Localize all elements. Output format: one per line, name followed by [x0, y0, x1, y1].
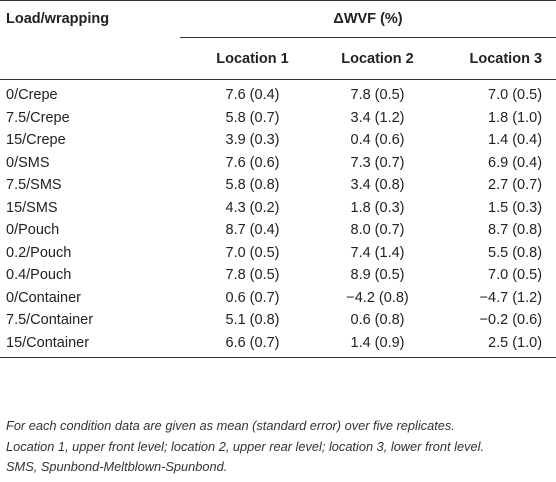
- table-row: 0/Crepe 7.6 (0.4) 7.8 (0.5) 7.0 (0.5): [0, 80, 556, 107]
- table-row: 0.2/Pouch 7.0 (0.5) 7.4 (1.4) 5.5 (0.8): [0, 242, 556, 265]
- cell-location-3: 8.7 (0.8): [488, 222, 543, 239]
- cell-location-3: 7.0 (0.5): [488, 267, 543, 284]
- location-3-header: Location 3: [430, 37, 556, 80]
- delta-wvf-header: ΔWVF (%): [180, 0, 556, 38]
- cell-location-1: 0.6 (0.7): [225, 289, 280, 306]
- cell-location-2: 8.0 (0.7): [350, 222, 405, 239]
- footnote-line: For each condition data are given as mea…: [6, 418, 455, 433]
- cell-location-2: 3.4 (1.2): [350, 109, 405, 126]
- table-row: 15/Crepe 3.9 (0.3) 0.4 (0.6) 1.4 (0.4): [0, 129, 556, 152]
- cell-location-3: 6.9 (0.4): [488, 154, 543, 171]
- cell-location-1: 6.6 (0.7): [180, 331, 305, 358]
- row-label: 0/Crepe: [6, 87, 58, 104]
- cell-location-2: 0.6 (0.8): [350, 312, 405, 329]
- header-row-locations: Location 1 Location 2 Location 3: [0, 37, 556, 80]
- row-label-header: Load/wrapping: [6, 11, 110, 28]
- table-footnote: For each condition data are given as mea…: [6, 416, 551, 478]
- header-row-group: Load/wrapping ΔWVF (%): [0, 0, 556, 38]
- table-row: 15/SMS 4.3 (0.2) 1.8 (0.3) 1.5 (0.3): [0, 197, 556, 220]
- cell-location-3: 1.5 (0.3): [488, 199, 543, 216]
- cell-location-3: −0.2 (0.6): [479, 312, 543, 329]
- table-row: 0/SMS 7.6 (0.6) 7.3 (0.7) 6.9 (0.4): [0, 152, 556, 175]
- cell-location-1: 7.0 (0.5): [225, 244, 280, 261]
- cell-location-1: 5.8 (0.8): [225, 177, 280, 194]
- row-label: 0.4/Pouch: [6, 267, 72, 284]
- row-label: 7.5/SMS: [6, 177, 62, 194]
- cell-location-2: 7.8 (0.5): [350, 87, 405, 104]
- location-1-header: Location 1: [180, 37, 305, 80]
- empty-header-cell: [0, 37, 180, 80]
- cell-location-3: 7.0 (0.5): [488, 87, 543, 104]
- table-row: 0.4/Pouch 7.8 (0.5) 8.9 (0.5) 7.0 (0.5): [0, 264, 556, 287]
- cell-location-2: 0.4 (0.6): [350, 132, 405, 149]
- table-row: 7.5/Container 5.1 (0.8) 0.6 (0.8) −0.2 (…: [0, 309, 556, 332]
- table-row: 15/Container 6.6 (0.7) 1.4 (0.9) 2.5 (1.…: [0, 331, 556, 358]
- cell-location-2: 3.4 (0.8): [350, 177, 405, 194]
- table-row: 7.5/SMS 5.8 (0.8) 3.4 (0.8) 2.7 (0.7): [0, 174, 556, 197]
- cell-location-3: 5.5 (0.8): [488, 244, 543, 261]
- cell-location-1: 5.1 (0.8): [225, 312, 280, 329]
- cell-location-2: 1.8 (0.3): [350, 199, 405, 216]
- cell-location-3: 2.7 (0.7): [488, 177, 543, 194]
- cell-location-1: 7.8 (0.5): [225, 267, 280, 284]
- row-label: 15/Crepe: [6, 132, 66, 149]
- row-label: 7.5/Crepe: [6, 109, 70, 126]
- row-label: 0.2/Pouch: [6, 244, 72, 261]
- wvf-table: Load/wrapping ΔWVF (%) Location 1 Locati…: [0, 0, 556, 358]
- row-label: 15/SMS: [6, 199, 58, 216]
- table-row: 0/Container 0.6 (0.7) −4.2 (0.8) −4.7 (1…: [0, 287, 556, 310]
- row-label: 15/Container: [0, 331, 180, 358]
- location-2-header: Location 2: [305, 37, 430, 80]
- cell-location-3: −4.7 (1.2): [479, 289, 543, 306]
- cell-location-2: 1.4 (0.9): [305, 331, 430, 358]
- cell-location-2: 7.4 (1.4): [350, 244, 405, 261]
- data-table-container: Load/wrapping ΔWVF (%) Location 1 Locati…: [0, 0, 556, 358]
- cell-location-1: 7.6 (0.4): [225, 87, 280, 104]
- cell-location-1: 7.6 (0.6): [225, 154, 280, 171]
- row-label: 0/Pouch: [6, 222, 60, 239]
- cell-location-3: 1.4 (0.4): [488, 132, 543, 149]
- row-label: 7.5/Container: [6, 312, 94, 329]
- cell-location-3: 1.8 (1.0): [488, 109, 543, 126]
- cell-location-2: 8.9 (0.5): [350, 267, 405, 284]
- cell-location-1: 8.7 (0.4): [225, 222, 280, 239]
- footnote-line: Location 1, upper front level; location …: [6, 438, 485, 454]
- row-label: 0/SMS: [6, 154, 50, 171]
- table-row: 0/Pouch 8.7 (0.4) 8.0 (0.7) 8.7 (0.8): [0, 219, 556, 242]
- row-label: 0/Container: [6, 289, 81, 306]
- cell-location-1: 4.3 (0.2): [225, 199, 280, 216]
- cell-location-1: 5.8 (0.7): [225, 109, 280, 126]
- footnote-line: SMS, Spunbond-Meltblown-Spunbond.: [6, 459, 228, 474]
- cell-location-1: 3.9 (0.3): [225, 132, 280, 149]
- cell-location-3: 2.5 (1.0): [430, 331, 556, 358]
- cell-location-2: 7.3 (0.7): [350, 154, 405, 171]
- cell-location-2: −4.2 (0.8): [346, 289, 409, 306]
- table-row: 7.5/Crepe 5.8 (0.7) 3.4 (1.2) 1.8 (1.0): [0, 107, 556, 130]
